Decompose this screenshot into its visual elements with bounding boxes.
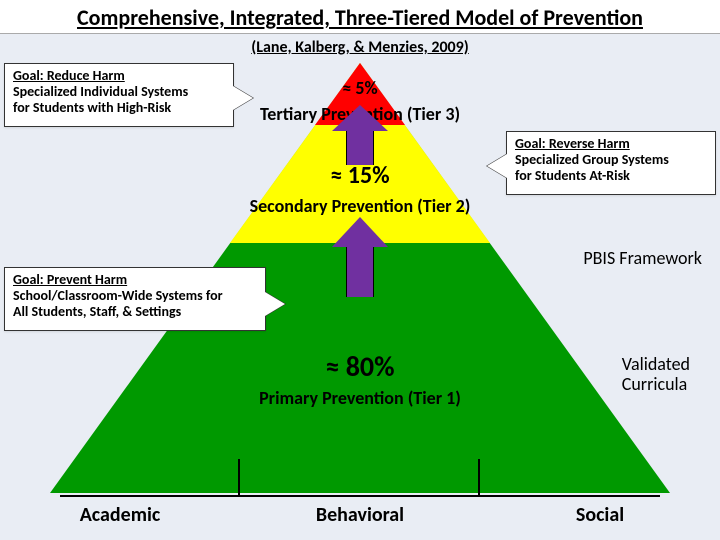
domain-row: Academic Behavioral Social bbox=[0, 503, 720, 527]
callout-tier2-pointer bbox=[487, 154, 507, 178]
callout-tier3-goal: Goal: Reduce Harm bbox=[13, 68, 225, 84]
callout-tier1-goal: Goal: Prevent Harm bbox=[13, 272, 257, 288]
tier2-percent: ≈ 15% bbox=[330, 161, 389, 190]
callout-tier2-line2: for Students At-Risk bbox=[515, 168, 707, 184]
validated-line2: Curricula bbox=[622, 373, 688, 395]
domain-social: Social bbox=[480, 503, 720, 527]
pbis-label: PBIS Framework bbox=[583, 249, 702, 269]
callout-tier3-line1: Specialized Individual Systems bbox=[13, 84, 225, 100]
domain-academic: Academic bbox=[0, 503, 240, 527]
tier3-percent: ≈ 5% bbox=[342, 77, 377, 99]
title-bar: Comprehensive, Integrated, Three-Tiered … bbox=[0, 0, 720, 34]
callout-tier1-pointer bbox=[265, 292, 285, 316]
divider-2 bbox=[478, 459, 480, 495]
callout-tier3: Goal: Reduce Harm Specialized Individual… bbox=[4, 63, 234, 127]
callout-tier1: Goal: Prevent Harm School/Classroom-Wide… bbox=[4, 267, 266, 331]
divider-1 bbox=[238, 459, 240, 495]
validated-line1: Validated bbox=[622, 353, 690, 375]
callout-tier2-goal: Goal: Reverse Harm bbox=[515, 136, 707, 152]
callout-tier1-line2: All Students, Staff, & Settings bbox=[13, 304, 257, 320]
base-line bbox=[60, 495, 660, 497]
callout-tier1-line1: School/Classroom-Wide Systems for bbox=[13, 288, 257, 304]
callout-tier3-line2: for Students with High-Risk bbox=[13, 100, 225, 116]
tier1-label: Primary Prevention (Tier 1) bbox=[259, 387, 461, 409]
callout-tier2-line1: Specialized Group Systems bbox=[515, 152, 707, 168]
page-title: Comprehensive, Integrated, Three-Tiered … bbox=[77, 4, 643, 31]
callout-tier3-pointer bbox=[233, 86, 253, 110]
up-arrow-tier2-to-3 bbox=[332, 105, 388, 165]
diagram-stage: ≈ 5% Tertiary Prevention (Tier 3) ≈ 15% … bbox=[0, 63, 720, 533]
callout-tier2: Goal: Reverse Harm Specialized Group Sys… bbox=[506, 131, 716, 195]
validated-label: Validated Curricula bbox=[622, 355, 690, 395]
tier1-percent: ≈ 80% bbox=[325, 349, 394, 384]
citation-text: (Lane, Kalberg, & Menzies, 2009) bbox=[0, 34, 720, 63]
up-arrow-tier1-to-2 bbox=[332, 217, 388, 297]
tier2-label: Secondary Prevention (Tier 2) bbox=[250, 195, 471, 217]
domain-behavioral: Behavioral bbox=[240, 503, 480, 527]
